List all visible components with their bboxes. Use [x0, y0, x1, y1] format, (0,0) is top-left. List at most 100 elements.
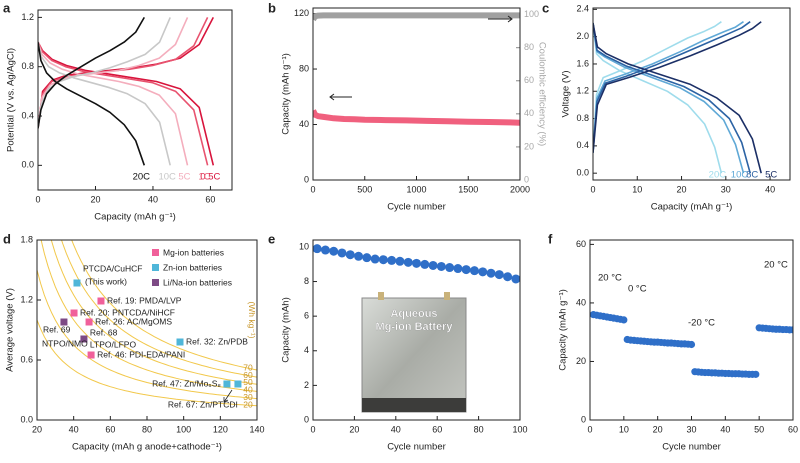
series-label: 0.5C — [200, 172, 220, 183]
y-tick-label: 120 — [294, 8, 309, 18]
inset-text: Aqueous — [390, 308, 437, 320]
plot-area — [38, 16, 215, 166]
annotation: -20 °C — [688, 318, 715, 329]
point — [97, 297, 105, 305]
point-label: Ref. 19: PMDA/LVP — [107, 295, 182, 305]
series-line — [313, 109, 520, 126]
point — [176, 338, 184, 346]
y2-tick-label: 60 — [524, 75, 534, 85]
series-line — [38, 17, 189, 166]
point — [511, 274, 520, 284]
point — [87, 351, 95, 359]
marks — [313, 12, 520, 126]
y-tick-label: 1.2 — [21, 12, 34, 22]
energy-label: 50 — [243, 377, 253, 387]
energy-curve — [40, 240, 257, 392]
series-label: 20C — [709, 170, 727, 181]
plot-frame — [36, 239, 258, 421]
point-label: NTPO/NMO — [42, 338, 88, 348]
battery-tab — [378, 292, 384, 300]
panel-label: b — [268, 0, 276, 15]
point — [313, 244, 322, 254]
y-tick-label: 4 — [304, 345, 309, 355]
panel-label: a — [3, 0, 11, 15]
point — [60, 318, 68, 326]
marks — [593, 21, 762, 174]
y-tick-label: 80 — [299, 63, 309, 73]
energy-label: 40 — [243, 385, 253, 395]
series-line — [593, 21, 723, 174]
plot-frame — [37, 9, 233, 191]
point — [395, 256, 405, 266]
point — [687, 340, 696, 349]
battery-photo — [361, 297, 467, 413]
y-tick-label: 8 — [304, 276, 309, 286]
plot-area — [590, 311, 793, 378]
x-axis-title: Cycle number — [387, 202, 446, 213]
point-label: Ref. 69 — [43, 324, 71, 334]
energy-curve — [50, 240, 257, 385]
battery-tab — [444, 292, 450, 300]
series-label: 10C — [158, 172, 176, 183]
point — [478, 267, 488, 277]
point — [85, 318, 93, 326]
point-label: PTCDA/CuHCF — [83, 263, 143, 273]
x-tick-label: 40 — [720, 424, 730, 434]
panel-label: c — [542, 0, 549, 15]
point — [387, 255, 397, 265]
x-tick-label: 40 — [391, 424, 401, 434]
y-tick-label: 0 — [581, 414, 586, 424]
series-label: 8C — [746, 170, 758, 181]
x-tick-label: 50 — [754, 424, 764, 434]
y-tick-label: 0.4 — [21, 110, 34, 120]
point — [329, 246, 339, 256]
x-tick-label: 80 — [474, 424, 484, 434]
x-tick-label: 20 — [677, 184, 687, 194]
x-tick-label: 30 — [686, 424, 696, 434]
energy-label: 60 — [243, 370, 253, 380]
y-tick-label: 40 — [299, 119, 309, 129]
series-line — [593, 21, 745, 174]
x-tick-label: 0 — [35, 194, 40, 204]
point — [445, 263, 455, 273]
energy-curve — [60, 240, 257, 378]
point-label: Ref. 20: PNTCDA/NiHCF — [80, 307, 175, 317]
point — [461, 265, 471, 275]
y2-tick-label: 100 — [524, 9, 539, 19]
y2-tick-label: 80 — [524, 42, 534, 52]
series-line — [313, 12, 520, 22]
plot-frame — [589, 239, 794, 421]
y2-tick-label: 20 — [524, 141, 534, 151]
x-tick-label: 60 — [788, 424, 798, 434]
y-tick-label: 0.0 — [21, 160, 34, 170]
energy-label: 70 — [243, 362, 253, 372]
y-axis-title: Average voltage (V) — [5, 288, 16, 372]
y-tick-label: 0.4 — [576, 140, 589, 150]
plot-frame — [312, 7, 521, 181]
legend-swatch — [152, 279, 159, 286]
x-tick-label: 60 — [105, 424, 115, 434]
annotation: 20 °C — [764, 260, 788, 271]
x-tick-label: 2000 — [510, 184, 530, 194]
y2-axis-title: Coulombic efficiency (%) — [536, 42, 547, 146]
x-tick-label: 100 — [176, 424, 191, 434]
point — [403, 257, 413, 267]
point — [620, 316, 628, 324]
point — [428, 260, 438, 270]
x-tick-label: 80 — [142, 424, 152, 434]
plot-area — [313, 244, 520, 284]
point — [503, 272, 513, 282]
x-tick-label: 40 — [765, 184, 775, 194]
y-tick-label: 2.0 — [576, 31, 589, 41]
point — [453, 264, 463, 274]
y-tick-label: 1.6 — [576, 58, 589, 68]
panel-label: e — [268, 231, 275, 246]
point — [486, 268, 496, 278]
point — [345, 250, 355, 260]
x-tick-label: 20 — [349, 424, 359, 434]
point — [370, 254, 380, 264]
point — [362, 253, 372, 263]
energy-curve — [37, 269, 257, 400]
series-line — [593, 21, 751, 174]
